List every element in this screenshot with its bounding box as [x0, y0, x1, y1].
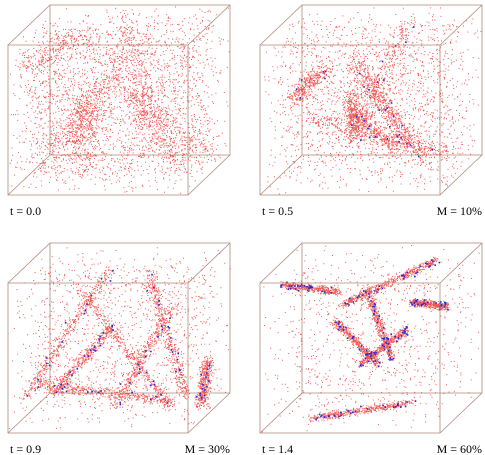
cube-edge	[440, 5, 482, 45]
particles	[264, 7, 481, 194]
panel: t = 0.9 M = 30%	[8, 243, 231, 455]
mass-label: M = 30%	[185, 442, 230, 455]
cube-edge	[440, 155, 482, 195]
cube-back-face	[302, 243, 482, 393]
time-label: t = 1.4	[262, 442, 293, 455]
panel: t = 0.0	[8, 5, 230, 218]
cube-edge	[440, 393, 482, 433]
cube-edge	[8, 393, 50, 433]
cube-edge	[260, 5, 302, 45]
cube-edge	[188, 393, 230, 433]
panel: t = 1.4 M = 60%	[260, 243, 482, 455]
cube-edge	[188, 243, 230, 283]
panel: t = 0.5 M = 10%	[260, 5, 482, 218]
page: t = 0.0 t = 0.5 M = 10% t = 0.9 M = 30% t = 1…	[0, 0, 485, 455]
mass-label: M = 60%	[437, 442, 482, 455]
cube-edge	[260, 243, 302, 283]
cube-edge	[260, 155, 302, 195]
mass-label: M = 10%	[437, 204, 482, 218]
time-label: t = 0.0	[10, 204, 41, 218]
time-label: t = 0.5	[262, 204, 293, 218]
cube-edge	[8, 243, 50, 283]
halo-particles	[296, 26, 433, 157]
cube-edge	[440, 243, 482, 283]
particles	[262, 245, 480, 432]
particles	[9, 247, 231, 429]
figure: t = 0.0 t = 0.5 M = 10% t = 0.9 M = 30% t = 1…	[0, 0, 485, 455]
time-label: t = 0.9	[10, 442, 41, 455]
cube-edge	[188, 155, 230, 195]
particles	[10, 6, 230, 193]
